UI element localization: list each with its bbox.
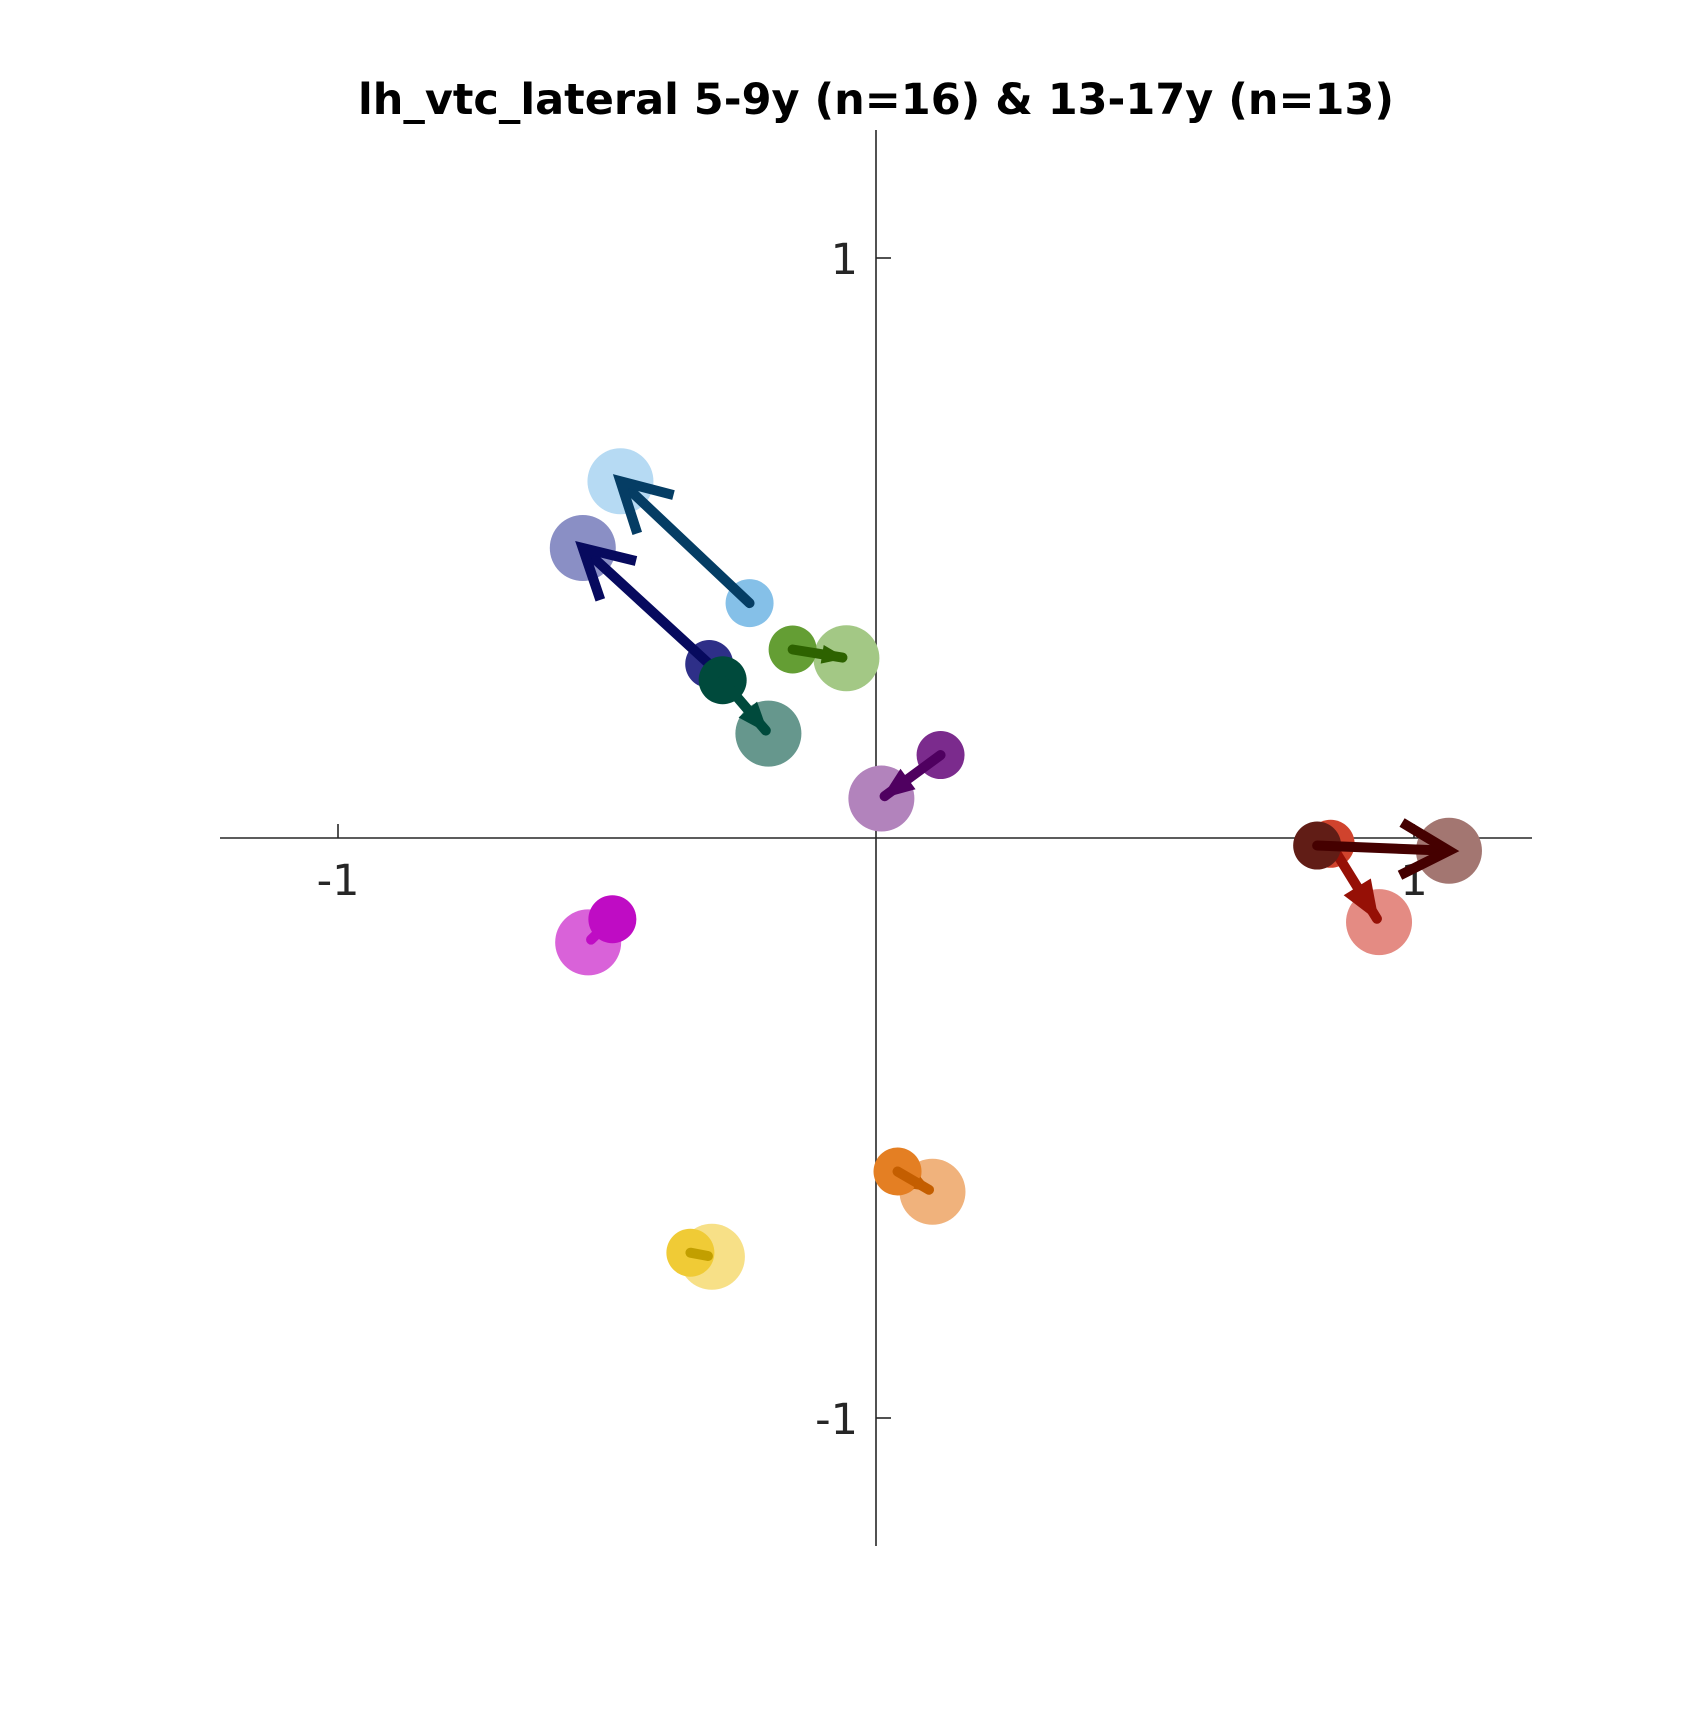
arrow-head (701, 1251, 712, 1259)
y-tick-label: -1 (815, 1395, 858, 1445)
arrow-shaft (618, 479, 755, 609)
x-tick-label: -1 (317, 856, 360, 906)
arrow-head (881, 768, 916, 799)
y-tick-label: 1 (831, 235, 858, 285)
chart-title: lh_vtc_lateral 5-9y (n=16) & 13-17y (n=1… (358, 75, 1394, 125)
arrow-head (612, 474, 675, 535)
arrow-head (575, 540, 638, 602)
data-marks (549, 448, 1482, 1290)
arrow-shaft (1312, 840, 1450, 856)
arrow-head (738, 701, 769, 734)
arrow-head (820, 644, 847, 664)
arrow-head (1397, 818, 1460, 880)
arrow-shaft (580, 545, 715, 669)
arrow-head (1343, 878, 1380, 923)
arrow-head (913, 1176, 933, 1192)
arrow-head (588, 927, 604, 943)
